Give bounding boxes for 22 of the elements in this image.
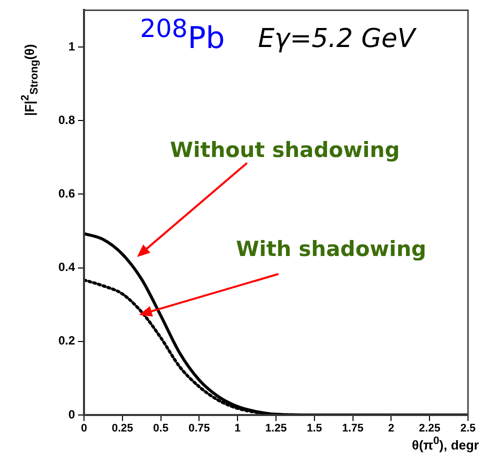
annotation: Eγ=5.2 GeV <box>258 24 416 54</box>
annotation: With shadowing <box>236 237 426 261</box>
x-tick-label: 2.5 <box>460 422 476 435</box>
x-tick-label: 1.5 <box>306 422 322 435</box>
x-tick-label: 0 <box>80 422 88 435</box>
x-tick-label: 1.25 <box>265 422 287 435</box>
annotation: $^{208}$Pb <box>140 14 225 56</box>
y-tick-label: 0.8 <box>58 112 76 127</box>
annotation: Without shadowing <box>170 138 400 162</box>
x-tick-label: 0.5 <box>153 422 168 435</box>
x-tick-label: 1 <box>234 422 241 435</box>
x-tick-label: 2.25 <box>418 422 440 435</box>
y-tick-label: 0.6 <box>58 186 76 201</box>
x-tick-label: 0.25 <box>112 422 134 435</box>
x-tick-label: 1.75 <box>342 422 364 435</box>
y-tick-label: 1 <box>68 39 76 54</box>
y-tick-label: 0.2 <box>58 334 76 348</box>
x-tick-label: 2 <box>388 422 394 435</box>
y-tick-label: 0.4 <box>58 260 76 274</box>
x-axis-title: θ(π$^{0}$), degr <box>412 434 479 454</box>
y-tick-label: 0 <box>68 407 76 422</box>
x-tick-label: 0.75 <box>188 422 210 435</box>
